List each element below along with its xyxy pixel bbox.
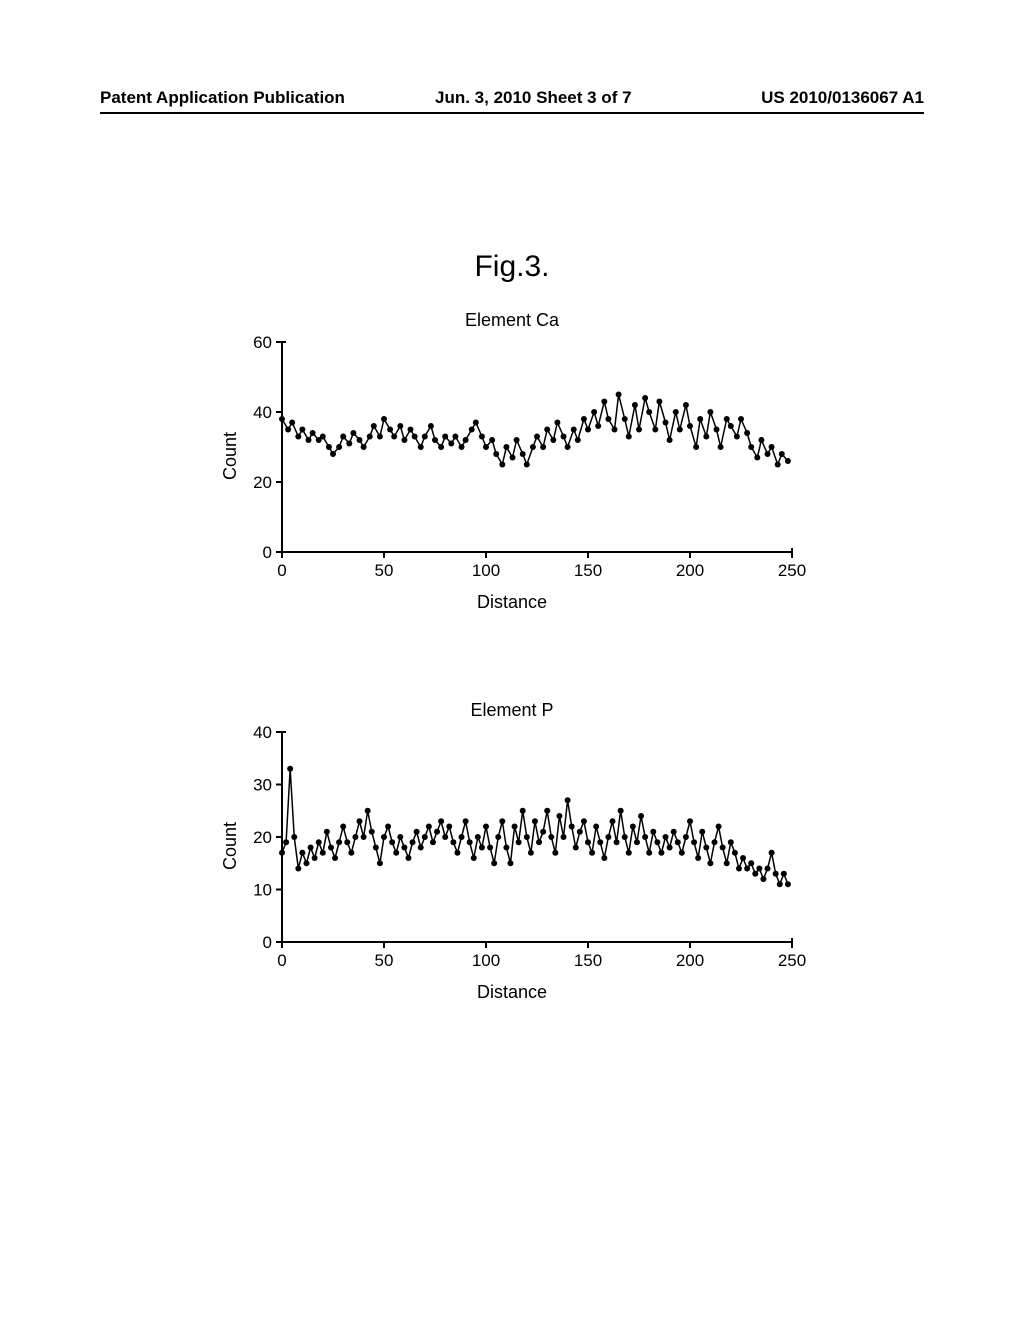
svg-text:200: 200 xyxy=(676,951,704,970)
figure-label: Fig.3. xyxy=(0,250,1024,284)
svg-text:250: 250 xyxy=(778,561,806,580)
chart-ca-xlabel: Distance xyxy=(212,592,812,613)
svg-text:0: 0 xyxy=(263,543,272,562)
svg-text:10: 10 xyxy=(253,881,272,900)
svg-text:0: 0 xyxy=(263,933,272,952)
svg-text:40: 40 xyxy=(253,723,272,742)
svg-text:100: 100 xyxy=(472,951,500,970)
svg-text:20: 20 xyxy=(253,473,272,492)
svg-text:30: 30 xyxy=(253,776,272,795)
header-right-text: US 2010/0136067 A1 xyxy=(761,88,924,108)
svg-text:150: 150 xyxy=(574,951,602,970)
header-left-text: Patent Application Publication xyxy=(100,88,345,108)
chart-ca-plot: 0 20 40 60 0 50 100 150 200 250 xyxy=(212,332,812,592)
svg-text:50: 50 xyxy=(375,561,394,580)
svg-text:0: 0 xyxy=(277,951,286,970)
chart-p-plot: 0 10 20 30 40 0 50 100 150 200 250 xyxy=(212,722,812,982)
svg-text:50: 50 xyxy=(375,951,394,970)
page-header: Patent Application Publication Jun. 3, 2… xyxy=(0,86,1024,116)
header-divider xyxy=(100,112,924,114)
chart-ca-title: Element Ca xyxy=(212,310,812,331)
svg-text:200: 200 xyxy=(676,561,704,580)
chart-p-xlabel: Distance xyxy=(212,982,812,1003)
svg-text:40: 40 xyxy=(253,403,272,422)
header-center-text: Jun. 3, 2010 Sheet 3 of 7 xyxy=(435,88,632,108)
svg-text:100: 100 xyxy=(472,561,500,580)
svg-text:60: 60 xyxy=(253,333,272,352)
chart-p-title: Element P xyxy=(212,700,812,721)
svg-text:250: 250 xyxy=(778,951,806,970)
svg-text:20: 20 xyxy=(253,828,272,847)
svg-text:0: 0 xyxy=(277,561,286,580)
svg-text:150: 150 xyxy=(574,561,602,580)
